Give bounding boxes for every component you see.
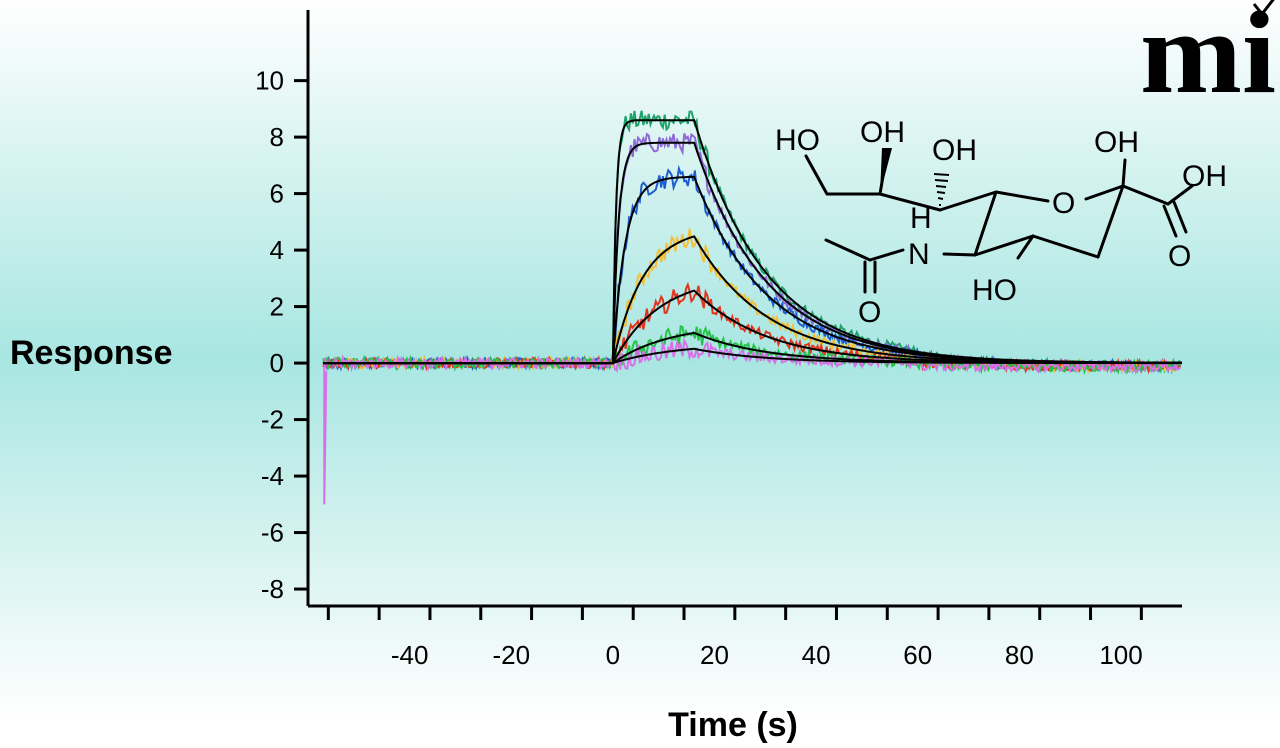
mi-logo: mi bbox=[1140, 0, 1276, 118]
y-tick-label: -4 bbox=[261, 461, 284, 491]
logo-check-icon bbox=[1252, 0, 1275, 17]
y-tick-label: 8 bbox=[270, 122, 284, 152]
label-ring-o: O bbox=[1052, 187, 1075, 220]
x-tick-label: 0 bbox=[606, 640, 620, 670]
label-oh-top: OH bbox=[860, 116, 905, 149]
x-tick-label: -20 bbox=[492, 640, 530, 670]
logo-text: mi bbox=[1140, 0, 1276, 118]
y-axis-title: Response bbox=[10, 334, 173, 372]
label-nh-h: H bbox=[910, 202, 932, 235]
x-axis-ticks: -40 -20 0 20 40 60 80 100 bbox=[326, 606, 1143, 670]
label-ho-left: HO bbox=[775, 124, 820, 157]
wedge-bond bbox=[880, 148, 892, 194]
y-tick-label: 4 bbox=[270, 235, 284, 265]
x-tick-label: 80 bbox=[1005, 640, 1034, 670]
x-tick-label: 20 bbox=[700, 640, 729, 670]
label-acid-o: O bbox=[1168, 240, 1191, 273]
fit-curve-7 bbox=[323, 347, 1182, 365]
y-tick-label: 0 bbox=[270, 348, 284, 378]
x-axis-title: Time (s) bbox=[668, 706, 798, 744]
hash-bond bbox=[933, 173, 950, 206]
y-tick-label: -6 bbox=[261, 518, 284, 548]
label-amide-o: O bbox=[858, 296, 881, 329]
x-tick-label: 40 bbox=[802, 640, 831, 670]
fit-curves bbox=[323, 119, 1182, 365]
label-oh-acid: OH bbox=[1182, 160, 1227, 193]
x-tick-label: 100 bbox=[1099, 640, 1142, 670]
sensorgram-traces bbox=[322, 110, 1182, 505]
baseline-spike bbox=[323, 363, 328, 505]
y-tick-label: 2 bbox=[270, 292, 284, 322]
y-tick-label: -8 bbox=[261, 574, 284, 604]
label-oh-ring: OH bbox=[1094, 126, 1139, 159]
y-tick-label: 10 bbox=[255, 66, 284, 96]
x-tick-label: 60 bbox=[903, 640, 932, 670]
molecule-structure: HO OH OH OH OH O O O H N HO bbox=[775, 116, 1227, 329]
trace-series-6 bbox=[322, 325, 1182, 376]
label-nh-n: N bbox=[908, 238, 930, 271]
y-axis-ticks: -8 -6 -4 -2 0 2 4 6 8 10 bbox=[255, 66, 308, 604]
y-tick-label: -2 bbox=[261, 405, 284, 435]
label-ho-bottom: HO bbox=[972, 274, 1017, 307]
x-tick-label: -40 bbox=[391, 640, 429, 670]
label-oh-mid: OH bbox=[932, 134, 977, 167]
y-tick-label: 6 bbox=[270, 179, 284, 209]
molecule-bonds bbox=[804, 150, 1194, 294]
